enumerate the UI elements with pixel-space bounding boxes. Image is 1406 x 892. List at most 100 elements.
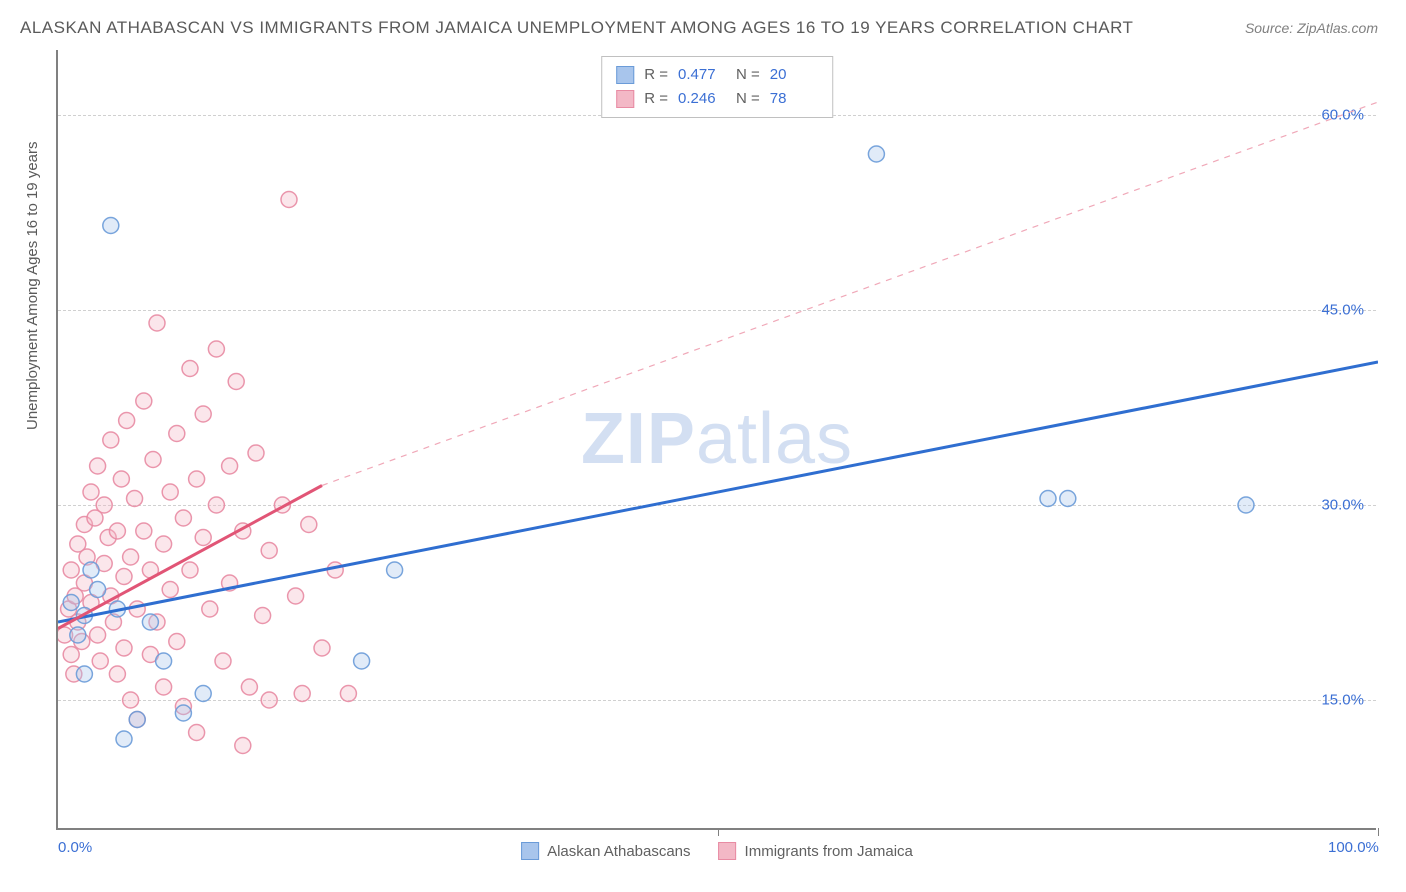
legend-correlation-row: R = 0.246 N = 78 (616, 87, 818, 111)
scatter-point (175, 510, 191, 526)
scatter-point (63, 647, 79, 663)
r-label: R = (644, 63, 668, 87)
source-label: Source: ZipAtlas.com (1245, 20, 1378, 36)
n-value: 78 (770, 87, 818, 111)
y-axis-label: Unemployment Among Ages 16 to 19 years (24, 141, 41, 430)
chart-title: ALASKAN ATHABASCAN VS IMMIGRANTS FROM JA… (20, 18, 1133, 38)
chart-plot-area: ZIPatlas 60.0%45.0%30.0%15.0% 0.0%100.0%… (56, 50, 1376, 830)
scatter-point (182, 562, 198, 578)
scatter-point (83, 562, 99, 578)
scatter-point (129, 712, 145, 728)
scatter-point (162, 484, 178, 500)
scatter-point (301, 517, 317, 533)
scatter-point (123, 549, 139, 565)
scatter-point (215, 653, 231, 669)
scatter-svg (58, 50, 1378, 830)
scatter-point (1040, 491, 1056, 507)
x-tick-mark (1378, 828, 1379, 836)
scatter-point (182, 361, 198, 377)
scatter-point (340, 686, 356, 702)
scatter-point (241, 679, 257, 695)
legend-swatch (616, 66, 634, 84)
scatter-point (156, 679, 172, 695)
scatter-point (1238, 497, 1254, 513)
scatter-point (90, 582, 106, 598)
x-tick-label: 0.0% (58, 839, 92, 856)
scatter-point (109, 523, 125, 539)
legend-series-label: Alaskan Athabascans (547, 843, 690, 860)
scatter-point (208, 497, 224, 513)
scatter-point (149, 315, 165, 331)
n-label: N = (736, 87, 760, 111)
scatter-point (63, 562, 79, 578)
scatter-point (868, 146, 884, 162)
scatter-point (195, 406, 211, 422)
scatter-point (76, 666, 92, 682)
r-label: R = (644, 87, 668, 111)
scatter-point (202, 601, 218, 617)
scatter-point (119, 413, 135, 429)
scatter-point (127, 491, 143, 507)
scatter-point (175, 705, 191, 721)
scatter-point (116, 569, 132, 585)
scatter-point (70, 627, 86, 643)
r-value: 0.477 (678, 63, 726, 87)
scatter-point (116, 731, 132, 747)
scatter-point (387, 562, 403, 578)
r-value: 0.246 (678, 87, 726, 111)
regression-line (58, 362, 1378, 622)
scatter-point (136, 523, 152, 539)
scatter-point (123, 692, 139, 708)
legend-swatch (616, 90, 634, 108)
correlation-legend: R = 0.477 N = 20 R = 0.246 N = 78 (601, 56, 833, 118)
scatter-point (261, 543, 277, 559)
scatter-point (281, 192, 297, 208)
scatter-point (294, 686, 310, 702)
scatter-point (222, 458, 238, 474)
scatter-point (90, 627, 106, 643)
scatter-point (142, 614, 158, 630)
legend-series-item: Alaskan Athabascans (521, 842, 690, 860)
scatter-point (354, 653, 370, 669)
scatter-point (103, 432, 119, 448)
scatter-point (92, 653, 108, 669)
scatter-point (208, 341, 224, 357)
x-tick-label: 100.0% (1328, 839, 1379, 856)
scatter-point (156, 536, 172, 552)
scatter-point (189, 725, 205, 741)
scatter-point (96, 497, 112, 513)
scatter-point (162, 582, 178, 598)
regression-line (322, 102, 1378, 486)
scatter-point (195, 686, 211, 702)
legend-correlation-row: R = 0.477 N = 20 (616, 63, 818, 87)
scatter-point (248, 445, 264, 461)
scatter-point (189, 471, 205, 487)
scatter-point (169, 426, 185, 442)
scatter-point (235, 738, 251, 754)
scatter-point (261, 692, 277, 708)
scatter-point (63, 595, 79, 611)
scatter-point (156, 653, 172, 669)
scatter-point (255, 608, 271, 624)
scatter-point (116, 640, 132, 656)
scatter-point (109, 666, 125, 682)
legend-series-item: Immigrants from Jamaica (719, 842, 913, 860)
scatter-point (169, 634, 185, 650)
scatter-point (228, 374, 244, 390)
n-value: 20 (770, 63, 818, 87)
scatter-point (145, 452, 161, 468)
legend-series-label: Immigrants from Jamaica (745, 843, 913, 860)
scatter-point (136, 393, 152, 409)
scatter-point (314, 640, 330, 656)
scatter-point (195, 530, 211, 546)
scatter-point (103, 218, 119, 234)
scatter-point (83, 484, 99, 500)
scatter-point (1060, 491, 1076, 507)
scatter-point (90, 458, 106, 474)
series-legend: Alaskan Athabascans Immigrants from Jamai… (521, 842, 913, 860)
scatter-point (288, 588, 304, 604)
legend-swatch (719, 842, 737, 860)
legend-swatch (521, 842, 539, 860)
scatter-point (113, 471, 129, 487)
n-label: N = (736, 63, 760, 87)
